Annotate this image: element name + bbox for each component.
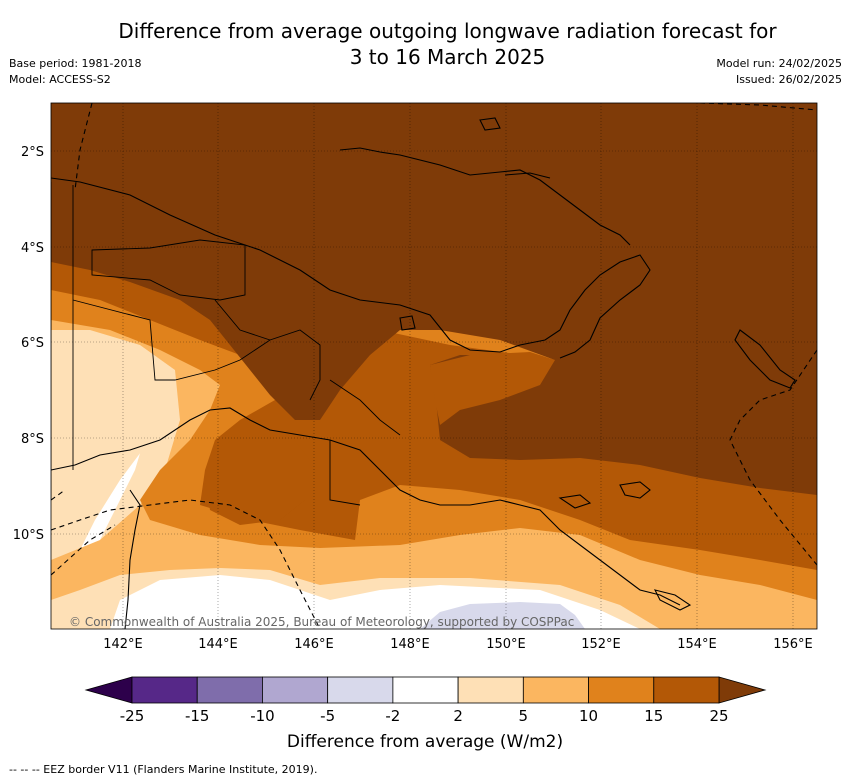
lat-label: 8°S — [21, 432, 44, 447]
colorbar-segment — [327, 676, 394, 704]
eez-border — [51, 103, 817, 629]
colorbar-segment — [588, 676, 655, 704]
colorbar-segment — [653, 676, 720, 704]
graticule — [51, 103, 817, 629]
colorbar-tick-label: 2 — [453, 707, 463, 725]
island-bougainville — [734, 329, 796, 389]
colorbar-tick-label: 10 — [579, 707, 598, 725]
new-hanover-coast — [504, 172, 551, 179]
eez-west-south — [51, 489, 66, 501]
copyright-notice: © Commonwealth of Australia 2025, Bureau… — [69, 615, 574, 629]
colorbar-tick-label: -10 — [250, 707, 275, 725]
lon-label: 156°E — [773, 637, 813, 652]
cape-york-coast — [124, 489, 141, 629]
anomaly-pocket-15-25-south — [205, 430, 310, 525]
colorbar-under-arrow — [84, 676, 133, 704]
colorbar-over-arrow — [718, 676, 767, 704]
lat-labels: 2°S 4°S 6°S 8°S 10°S — [13, 145, 44, 543]
province-morobe — [329, 379, 401, 436]
title-line-1: Difference from average outgoing longwav… — [118, 19, 777, 43]
island-rossel — [619, 481, 651, 499]
meta-left: Base period: 1981-2018 Model: ACCESS-S2 — [9, 56, 141, 88]
province-hela — [214, 299, 271, 341]
lon-label: 152°E — [581, 637, 621, 652]
lat-label: 4°S — [21, 241, 44, 256]
lon-label: 148°E — [390, 637, 430, 652]
chart-title: Difference from average outgoing longwav… — [0, 18, 850, 70]
colorbar-segment — [131, 676, 198, 704]
meta-right: Model run: 24/02/2025 Issued: 26/02/2025 — [716, 56, 842, 88]
lon-labels: 142°E 144°E 146°E 148°E 150°E 152°E 154°… — [103, 637, 813, 652]
title-line-2: 3 to 16 March 2025 — [349, 45, 546, 69]
eez-south — [51, 499, 321, 629]
colorbar-tick-label: 15 — [644, 707, 663, 725]
eez-west-north — [74, 103, 93, 191]
eez-east — [729, 349, 817, 566]
lon-label: 150°E — [486, 637, 526, 652]
province-borders — [72, 185, 401, 506]
map-area — [51, 103, 817, 629]
base-period: Base period: 1981-2018 — [9, 57, 142, 70]
lat-label: 6°S — [21, 336, 44, 351]
province-sandaun — [91, 239, 246, 301]
eez-northeast — [699, 103, 817, 111]
colorbar-tick-label: 25 — [709, 707, 728, 725]
colorbar-tick-label: -2 — [385, 707, 400, 725]
anomaly-pocket-15-25 — [430, 352, 555, 425]
island-umboi — [399, 315, 416, 331]
lat-label: 10°S — [13, 528, 44, 543]
colorbar-tick-label: -15 — [185, 707, 210, 725]
map-frame — [50, 102, 818, 630]
lat-label: 2°S — [21, 145, 44, 160]
model-run: Model run: 24/02/2025 — [716, 57, 842, 70]
colorbar: -25 -15 -10 -5 -2 2 5 10 15 25 — [84, 676, 767, 725]
issued-date: Issued: 26/02/2025 — [735, 73, 842, 86]
lon-label: 146°E — [294, 637, 334, 652]
lon-label: 142°E — [103, 637, 143, 652]
province-western — [72, 299, 321, 401]
island-louisiade — [653, 589, 692, 611]
colorbar-ticks: -25 -15 -10 -5 -2 2 5 10 15 25 — [120, 707, 729, 725]
colorbar-tick-label: -25 — [120, 707, 145, 725]
new-ireland-coast — [339, 147, 631, 246]
colorbar-label: Difference from average (W/m2) — [286, 732, 564, 752]
colorbar-tick-label: -5 — [320, 707, 335, 725]
colorbar-segment — [196, 676, 263, 704]
png-south-coast — [51, 407, 681, 606]
model-name: Model: ACCESS-S2 — [9, 73, 111, 86]
anomaly-band-neg-2-5-south — [420, 602, 585, 629]
colorbar-segment — [392, 676, 459, 704]
colorbar-tick-label: 5 — [519, 707, 529, 725]
lon-label: 144°E — [198, 637, 238, 652]
lon-label: 154°E — [677, 637, 717, 652]
colorbar-segments — [131, 676, 720, 704]
island-woodlark — [558, 494, 592, 509]
anomaly-band-above-25 — [51, 103, 817, 495]
colorbar-segment — [522, 676, 589, 704]
colorbar-segment — [457, 676, 524, 704]
province-oro — [329, 440, 361, 506]
eez-legend-note: -- -- -- EEZ border V11 (Flanders Marine… — [9, 763, 318, 776]
island-manus — [479, 117, 501, 131]
colorbar-segment — [262, 676, 329, 704]
